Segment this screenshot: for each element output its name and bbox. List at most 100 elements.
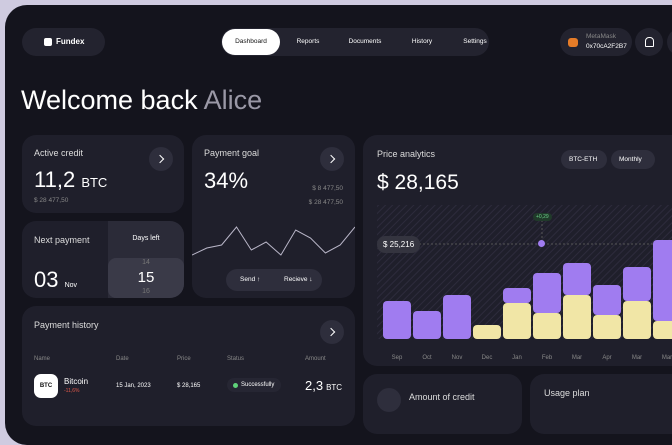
coin-icon: BTC	[34, 374, 58, 398]
user-name: Alice	[203, 85, 263, 115]
payment-goal-card: Payment goal 34% $ 8 477,50 $ 28 477,50 …	[192, 135, 355, 298]
card-title: Payment history	[34, 320, 99, 330]
nav-tab[interactable]: Documents	[348, 38, 382, 45]
status-dot	[233, 383, 238, 388]
wallet[interactable]: MetaMask 0x70cA2F2B7	[560, 28, 632, 56]
app: Fundex Dashboard Reports Documents History S…	[5, 5, 672, 445]
payment-history-card: Payment history Name Date Price Status Amoun…	[22, 306, 355, 426]
price-analytics-card: Price analytics $ 28,165 BTC-ETH Monthly…	[363, 135, 672, 366]
open-button[interactable]	[320, 147, 344, 171]
bar	[593, 285, 621, 315]
send-button[interactable]: Send ↑	[240, 276, 261, 283]
amount: 11,2	[34, 167, 76, 192]
column-header: Name	[34, 356, 51, 362]
bar	[443, 295, 471, 339]
date: 15 Jan, 2023	[116, 383, 151, 389]
amount-value: 2,3	[305, 378, 324, 393]
bar	[383, 301, 411, 339]
active-credit-card: Active credit 11,2 BTC $ 28 477,50	[22, 135, 184, 213]
open-button[interactable]	[149, 147, 173, 171]
day: 03	[34, 267, 59, 292]
month-label: Sep	[392, 355, 403, 361]
credit-sub: $ 28 477,50	[34, 197, 69, 204]
column-header: Amount	[305, 356, 326, 362]
brand-name: Fundex	[56, 37, 85, 46]
goal-percent: 34%	[204, 168, 249, 193]
goal-level: $ 8 477,50	[312, 185, 343, 192]
greeting: Welcome back Alice	[21, 85, 262, 116]
bar	[473, 325, 501, 339]
usage-plan-card: Usage plan	[530, 374, 672, 434]
bar	[653, 240, 672, 321]
column-header: Date	[116, 356, 129, 362]
column-header: Status	[227, 356, 245, 362]
payment-date: 03 Nov	[34, 267, 77, 293]
coin-name: Bitcoin	[64, 377, 89, 386]
price-badge: $ 25,216	[377, 236, 421, 253]
amount: 2,3 BTC	[305, 378, 342, 393]
nav-tab[interactable]: Settings	[463, 38, 487, 45]
bar	[503, 288, 531, 303]
status: Successfully	[227, 378, 282, 392]
bar	[503, 303, 531, 339]
logo	[44, 38, 52, 46]
page: Fundex Dashboard Reports Documents History S…	[0, 0, 672, 417]
card-title: Amount of credit	[409, 392, 475, 402]
next-payment-card: Next payment 03 Nov Days left 14 15 16	[22, 221, 184, 298]
month-label: Jan	[512, 355, 522, 361]
nav-tab[interactable]: Reports	[296, 38, 320, 45]
days-left-label: Days left	[132, 235, 160, 242]
bar	[533, 313, 561, 339]
month-label: Mar	[632, 355, 642, 361]
pair-select[interactable]: BTC-ETH	[561, 150, 607, 169]
unit: BTC	[81, 175, 108, 190]
amount-of-credit-card: Amount of credit	[363, 374, 522, 434]
day-current: 15	[137, 269, 155, 286]
period-select[interactable]: Monthly	[611, 150, 655, 169]
menu[interactable]	[667, 28, 672, 56]
pair: BTC-ETH	[569, 156, 598, 163]
bar	[563, 295, 591, 339]
goal-line	[192, 226, 355, 256]
period: Monthly	[619, 156, 642, 163]
card-title: Usage plan	[544, 388, 590, 398]
price-chart: Sep Oct Nov Dec Jan Feb Mar Apr Mar Mar	[377, 205, 672, 361]
column-header: Price	[177, 356, 191, 362]
goal-chart	[192, 226, 355, 256]
nav-tab[interactable]: Dashboard	[222, 29, 280, 55]
bar	[413, 311, 441, 339]
notifications[interactable]	[635, 28, 663, 56]
month-label: Mar	[662, 355, 672, 361]
goal-level: $ 28 477,50	[308, 199, 343, 206]
month-label: Dec	[482, 355, 493, 361]
card-title: Price analytics	[377, 149, 436, 159]
change-tooltip: +0,29	[533, 213, 552, 221]
bar	[533, 273, 561, 313]
price: $ 28,165	[177, 383, 201, 389]
day-picker	[108, 258, 184, 298]
bell-icon	[645, 37, 654, 47]
month-label: Apr	[602, 355, 611, 361]
amount-unit: BTC	[326, 383, 343, 392]
month-label: Feb	[542, 355, 553, 361]
card-title: Active credit	[34, 148, 84, 158]
month-label: Mar	[572, 355, 582, 361]
brand: Fundex	[22, 28, 105, 56]
nav-tab[interactable]: History	[411, 38, 433, 45]
greeting-text: Welcome back	[21, 85, 198, 115]
bar	[623, 267, 651, 301]
receive-button[interactable]: Recieve ↓	[284, 276, 313, 283]
day-prev: 14	[142, 259, 150, 266]
day-next: 16	[142, 288, 150, 295]
month-label: Nov	[452, 355, 463, 361]
bar	[623, 301, 651, 339]
month-label: Oct	[422, 355, 432, 361]
bar	[563, 263, 591, 295]
marker	[538, 240, 545, 247]
days-left: Days left 14 15 16	[108, 221, 184, 298]
wallet-icon	[568, 38, 578, 47]
card-icon	[377, 388, 401, 412]
open-button[interactable]	[320, 320, 344, 344]
coin-change: -11,6%	[64, 388, 80, 394]
bar	[593, 315, 621, 339]
